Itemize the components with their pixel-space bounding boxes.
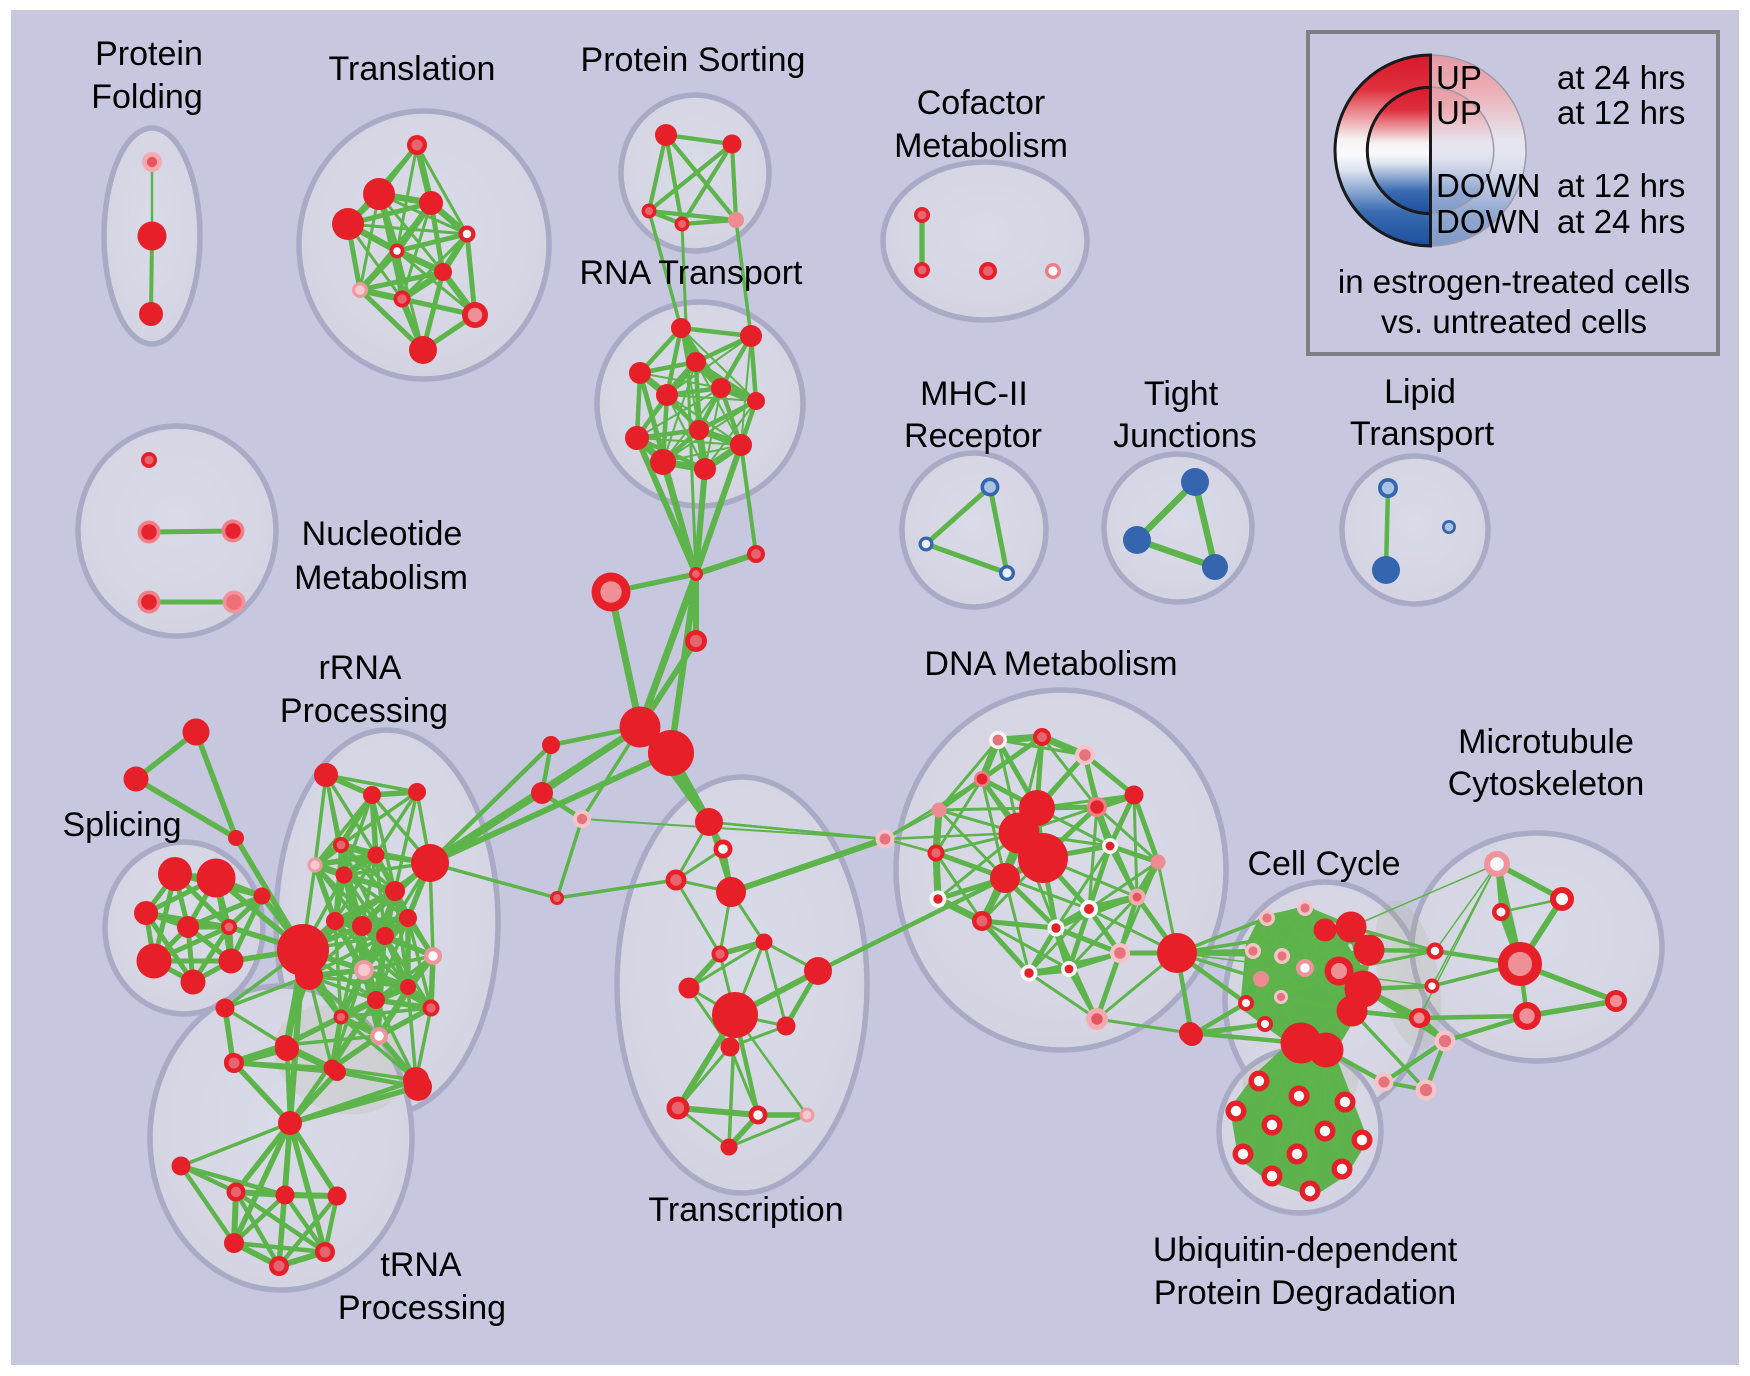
svg-text:Translation: Translation xyxy=(329,50,496,88)
svg-text:UP: UP xyxy=(1436,59,1482,96)
svg-text:Metabolism: Metabolism xyxy=(894,127,1068,165)
svg-text:Protein Sorting: Protein Sorting xyxy=(581,41,806,79)
svg-text:MHC-II: MHC-II xyxy=(920,375,1028,413)
svg-text:DNA Metabolism: DNA Metabolism xyxy=(924,645,1177,683)
svg-text:at 24 hrs: at 24 hrs xyxy=(1557,203,1685,240)
svg-text:Cytoskeleton: Cytoskeleton xyxy=(1448,765,1645,803)
svg-text:Nucleotide: Nucleotide xyxy=(302,515,463,553)
svg-text:Tight: Tight xyxy=(1144,375,1219,413)
svg-text:tRNA: tRNA xyxy=(380,1246,462,1284)
svg-text:Folding: Folding xyxy=(91,78,203,116)
svg-text:Cell Cycle: Cell Cycle xyxy=(1247,845,1400,883)
svg-text:Lipid: Lipid xyxy=(1384,373,1456,411)
svg-text:Junctions: Junctions xyxy=(1113,417,1257,455)
svg-text:Protein Degradation: Protein Degradation xyxy=(1154,1274,1456,1312)
svg-text:RNA Transport: RNA Transport xyxy=(580,254,804,292)
svg-text:Transport: Transport xyxy=(1350,415,1495,453)
svg-text:Protein: Protein xyxy=(95,35,203,73)
svg-text:UP: UP xyxy=(1436,94,1482,131)
svg-text:Ubiquitin-dependent: Ubiquitin-dependent xyxy=(1153,1231,1458,1269)
svg-text:Microtubule: Microtubule xyxy=(1458,723,1634,761)
svg-text:at 12 hrs: at 12 hrs xyxy=(1557,167,1685,204)
svg-text:Processing: Processing xyxy=(338,1289,506,1327)
svg-text:at 24 hrs: at 24 hrs xyxy=(1557,59,1685,96)
svg-text:Cofactor: Cofactor xyxy=(917,84,1046,122)
svg-text:Receptor: Receptor xyxy=(904,417,1042,455)
svg-text:in estrogen-treated cells: in estrogen-treated cells xyxy=(1338,263,1690,300)
svg-text:rRNA: rRNA xyxy=(318,649,401,687)
svg-text:Splicing: Splicing xyxy=(62,806,181,844)
svg-text:Transcription: Transcription xyxy=(648,1191,843,1229)
svg-text:Processing: Processing xyxy=(280,692,448,730)
svg-text:vs. untreated cells: vs. untreated cells xyxy=(1381,303,1647,340)
svg-text:DOWN: DOWN xyxy=(1436,167,1540,204)
svg-text:at 12 hrs: at 12 hrs xyxy=(1557,94,1685,131)
svg-text:DOWN: DOWN xyxy=(1436,203,1540,240)
svg-text:Metabolism: Metabolism xyxy=(294,559,468,597)
